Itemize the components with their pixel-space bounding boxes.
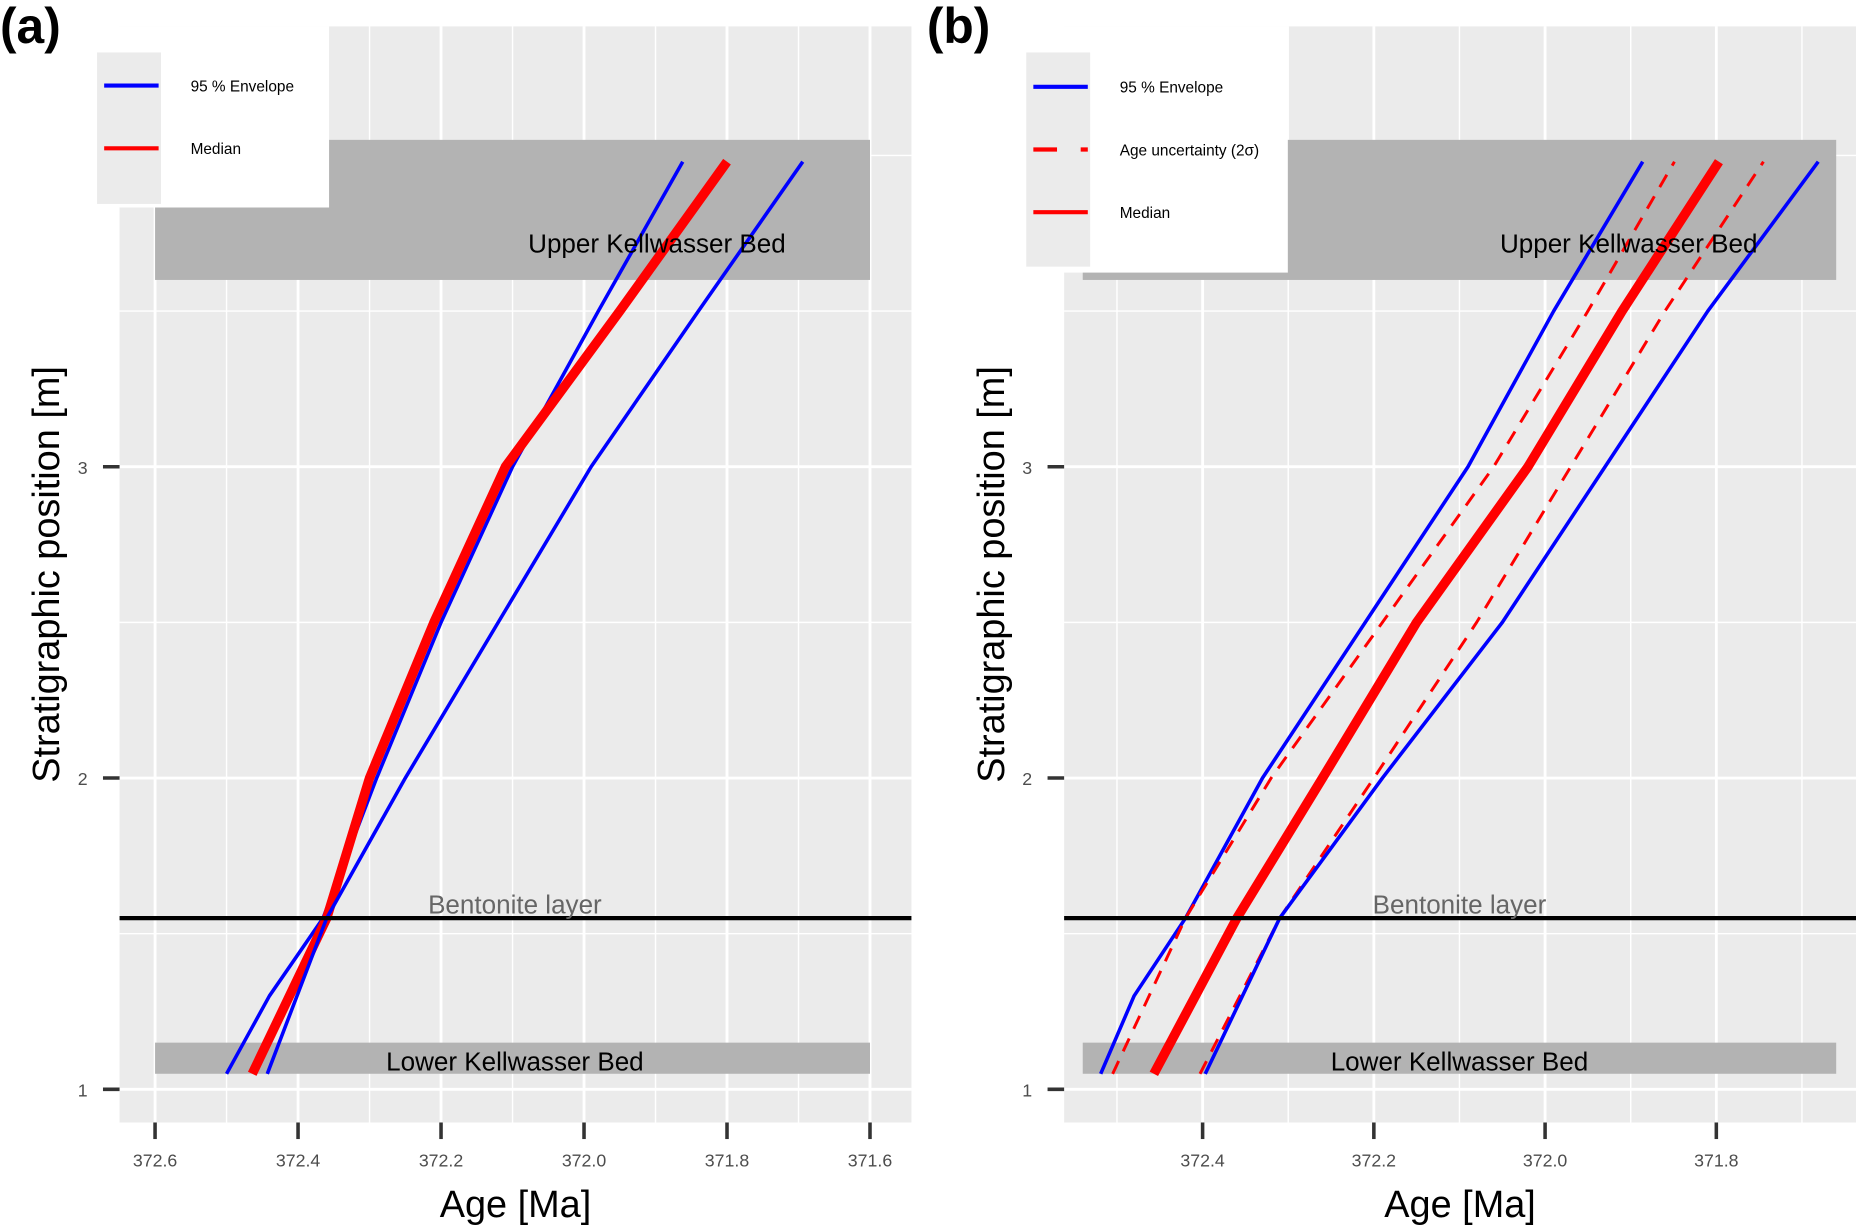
panel-label: (a) [0,0,61,54]
uncertainty-line [1111,160,1676,1075]
y-tick-label: 1 [1022,1080,1032,1100]
legend-key-background [97,52,161,204]
legend-label: Median [1120,205,1170,222]
y-tick-label: 1 [78,1080,88,1100]
x-tick-label: 372.0 [1523,1150,1568,1170]
x-tick-label: 372.4 [276,1150,321,1170]
y-tick-label: 2 [1022,769,1032,789]
x-axis-title: Age [Ma] [1384,1184,1536,1226]
legend-label: 95 % Envelope [1120,80,1223,97]
x-tick-label: 371.8 [705,1150,750,1170]
lower-kellwasser-label: Lower Kellwasser Bed [1331,1046,1589,1076]
envelope-line [224,160,685,1075]
panel-b: Upper Kellwasser Bed Lower Kellwasser Bed… [927,0,1856,1226]
x-axis-title: Age [Ma] [440,1184,592,1226]
x-tick-label: 372.2 [1352,1150,1396,1170]
y-tick-label: 3 [78,458,88,478]
y-axis-title: Stratigraphic position [m] [26,366,68,783]
legend-label: Age uncertainty (2σ) [1120,142,1259,159]
legend-label: Median [191,141,241,158]
lower-kellwasser-label: Lower Kellwasser Bed [386,1046,644,1076]
upper-kellwasser-label: Upper Kellwasser Bed [1500,228,1758,258]
upper-kellwasser-label: Upper Kellwasser Bed [528,228,786,258]
x-tick-label: 371.6 [848,1150,893,1170]
x-tick-label: 372.2 [419,1150,463,1170]
y-tick-label: 3 [1022,458,1032,478]
bentonite-label: Bentonite layer [1373,889,1547,919]
x-tick-label: 372.4 [1180,1150,1225,1170]
envelope-line [1099,160,1645,1075]
bentonite-label: Bentonite layer [428,889,602,919]
x-tick-label: 371.8 [1694,1150,1739,1170]
y-tick-label: 2 [78,769,88,789]
panel-a: Upper Kellwasser Bed Lower Kellwasser Bed… [0,0,912,1226]
legend-label: 95 % Envelope [191,79,294,96]
x-tick-label: 372.0 [562,1150,607,1170]
y-axis-title: Stratigraphic position [m] [971,366,1013,783]
x-tick-label: 372.6 [133,1150,178,1170]
legend-key-background [1026,52,1091,267]
panel-label: (b) [927,0,990,54]
